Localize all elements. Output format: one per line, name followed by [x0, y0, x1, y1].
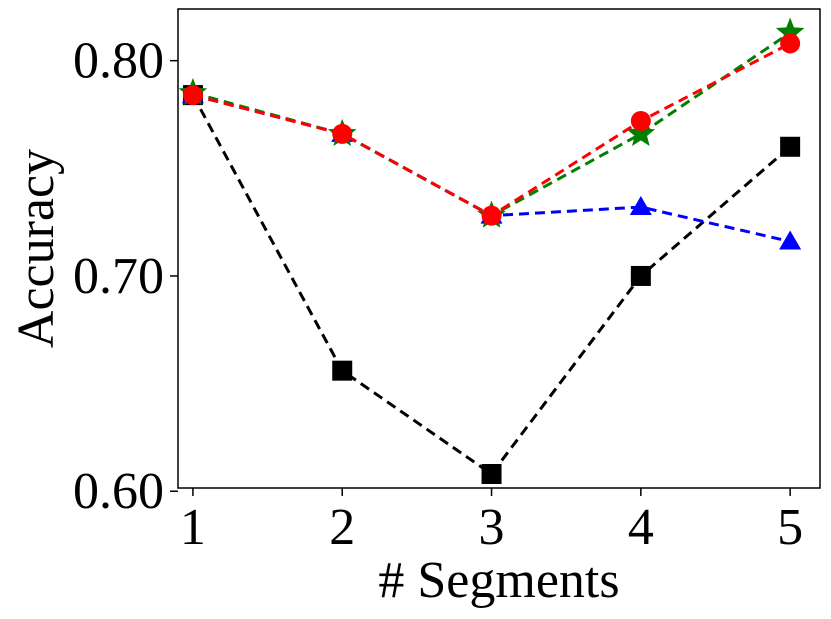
y-tick-label: 0.60 [73, 463, 164, 520]
star-marker [775, 17, 805, 45]
triangle-marker [629, 196, 652, 216]
x-tick-label: 2 [329, 499, 355, 556]
x-tick-label: 5 [777, 499, 803, 556]
plot-area-frame [177, 8, 821, 489]
series-group [178, 17, 805, 485]
square-marker [481, 464, 502, 485]
square-marker [630, 265, 651, 286]
axis-ticks [170, 59, 791, 496]
square-marker [332, 360, 353, 381]
series-line [191, 94, 792, 477]
triangle-marker [779, 230, 802, 250]
circle-marker [481, 205, 502, 226]
plot-frame [177, 8, 821, 489]
circle-marker [630, 110, 651, 131]
y-tick-label: 0.70 [73, 248, 164, 305]
x-tick-label: 1 [180, 499, 206, 556]
x-tick-label: 4 [628, 499, 654, 556]
series-4 [182, 33, 801, 226]
circle-marker [780, 33, 801, 54]
circle-marker [182, 85, 203, 106]
y-axis-title: Accuracy [8, 149, 65, 348]
x-axis-title: # Segments [378, 552, 619, 609]
axis-labels: 1 2 3 4 5 0.60 0.70 0.80 [73, 33, 803, 556]
y-tick-label: 0.80 [73, 33, 164, 90]
star-marker [626, 118, 656, 146]
square-marker [780, 136, 801, 157]
x-tick-label: 3 [479, 499, 505, 556]
circle-marker [332, 123, 353, 144]
